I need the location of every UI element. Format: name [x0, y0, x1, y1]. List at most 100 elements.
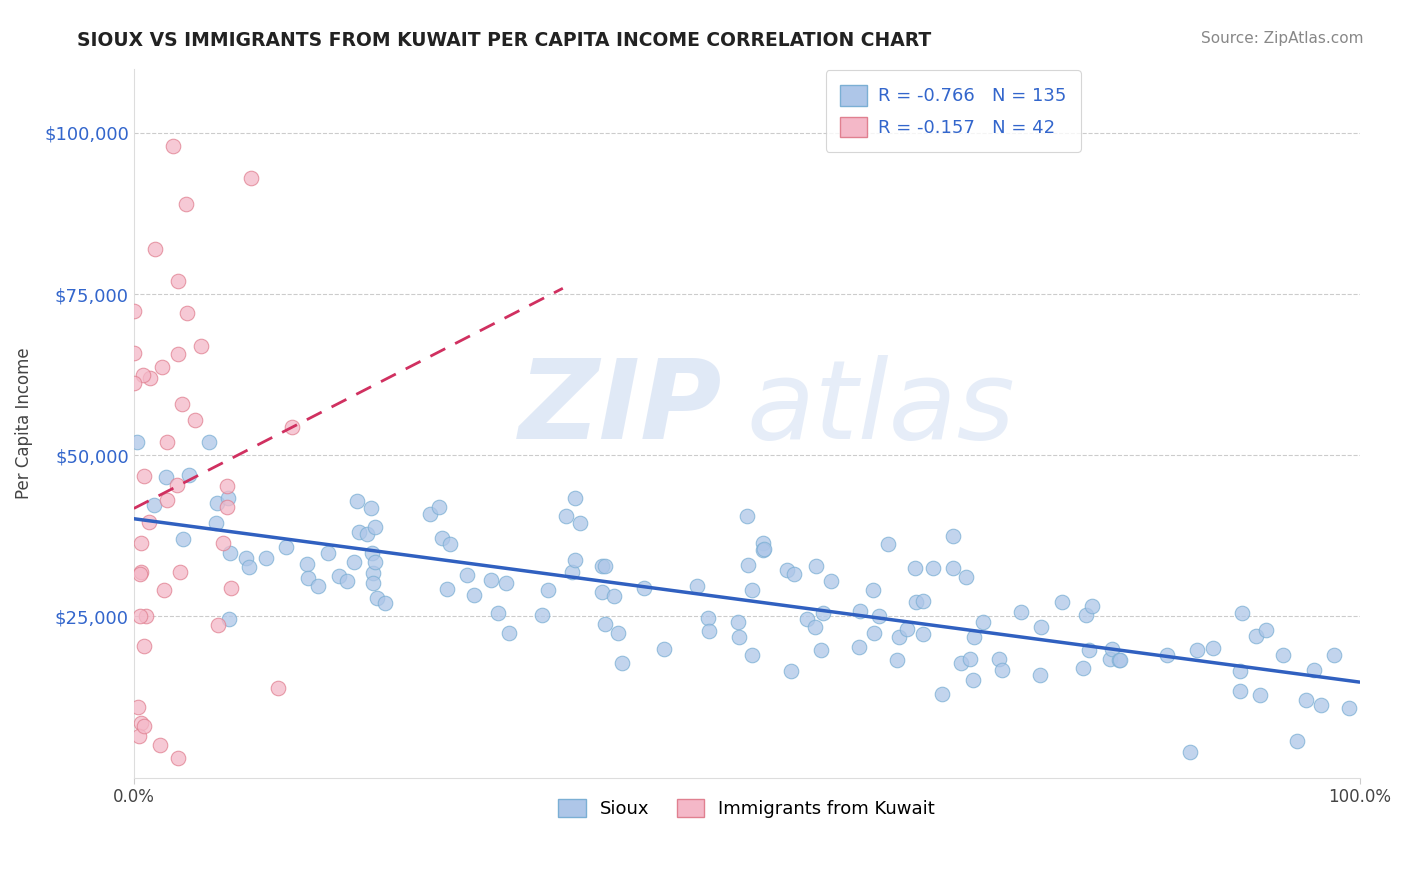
Point	[132, 368, 155, 382]
Point	[134, 469, 156, 483]
Point	[820, 574, 842, 588]
Point	[166, 274, 188, 288]
Point	[537, 582, 560, 597]
Point	[1077, 643, 1099, 657]
Point	[1254, 624, 1277, 638]
Point	[610, 656, 633, 670]
Point	[1272, 648, 1295, 662]
Point	[218, 612, 240, 626]
Point	[1230, 606, 1253, 620]
Point	[129, 608, 152, 623]
Point	[364, 556, 387, 570]
Point	[145, 242, 167, 256]
Point	[868, 608, 890, 623]
Point	[727, 615, 749, 629]
Point	[987, 652, 1010, 666]
Point	[1295, 693, 1317, 707]
Point	[564, 491, 586, 506]
Point	[697, 624, 720, 639]
Point	[254, 550, 277, 565]
Point	[218, 491, 240, 506]
Point	[184, 413, 207, 427]
Text: Source: ZipAtlas.com: Source: ZipAtlas.com	[1201, 31, 1364, 46]
Point	[498, 626, 520, 640]
Point	[156, 435, 179, 450]
Point	[198, 435, 221, 450]
Point	[190, 339, 212, 353]
Point	[1286, 734, 1309, 748]
Point	[922, 561, 945, 575]
Point	[593, 558, 616, 573]
Point	[863, 625, 886, 640]
Text: ZIP: ZIP	[519, 355, 723, 462]
Point	[297, 558, 319, 572]
Point	[1202, 641, 1225, 656]
Point	[877, 536, 900, 550]
Point	[813, 606, 835, 620]
Point	[1031, 620, 1053, 634]
Point	[495, 575, 517, 590]
Point	[235, 550, 257, 565]
Point	[949, 656, 972, 670]
Point	[166, 478, 188, 492]
Point	[849, 604, 872, 618]
Point	[419, 507, 441, 521]
Point	[122, 304, 145, 318]
Point	[361, 546, 384, 560]
Point	[439, 537, 461, 551]
Point	[361, 566, 384, 581]
Point	[561, 565, 583, 579]
Point	[942, 561, 965, 575]
Point	[1185, 642, 1208, 657]
Point	[696, 611, 718, 625]
Point	[887, 630, 910, 644]
Point	[143, 498, 166, 512]
Point	[751, 536, 773, 550]
Point	[343, 555, 366, 569]
Point	[779, 664, 801, 678]
Point	[1303, 663, 1326, 677]
Point	[1156, 648, 1178, 662]
Point	[1098, 652, 1121, 666]
Point	[686, 579, 709, 593]
Point	[886, 653, 908, 667]
Point	[862, 583, 884, 598]
Point	[1229, 664, 1251, 678]
Text: SIOUX VS IMMIGRANTS FROM KUWAIT PER CAPITA INCOME CORRELATION CHART: SIOUX VS IMMIGRANTS FROM KUWAIT PER CAPI…	[77, 31, 932, 50]
Point	[962, 673, 984, 687]
Point	[1108, 653, 1130, 667]
Point	[1109, 653, 1132, 667]
Point	[129, 535, 152, 549]
Point	[741, 648, 763, 662]
Point	[931, 687, 953, 701]
Point	[991, 663, 1014, 677]
Point	[905, 594, 928, 608]
Point	[783, 567, 806, 582]
Point	[754, 542, 776, 557]
Point	[737, 558, 759, 573]
Point	[139, 371, 162, 385]
Point	[633, 581, 655, 595]
Point	[129, 716, 152, 731]
Point	[281, 420, 304, 434]
Point	[955, 570, 977, 584]
Point	[896, 623, 918, 637]
Point	[1249, 688, 1271, 702]
Point	[307, 579, 329, 593]
Point	[591, 558, 613, 573]
Point	[912, 627, 935, 641]
Point	[204, 516, 226, 530]
Point	[810, 642, 832, 657]
Point	[486, 606, 509, 620]
Point	[267, 681, 290, 696]
Point	[741, 582, 763, 597]
Point	[607, 625, 630, 640]
Point	[276, 540, 298, 554]
Point	[531, 607, 554, 622]
Point	[1052, 595, 1074, 609]
Point	[463, 588, 485, 602]
Point	[167, 751, 190, 765]
Point	[1229, 683, 1251, 698]
Point	[1010, 605, 1032, 619]
Point	[138, 515, 160, 529]
